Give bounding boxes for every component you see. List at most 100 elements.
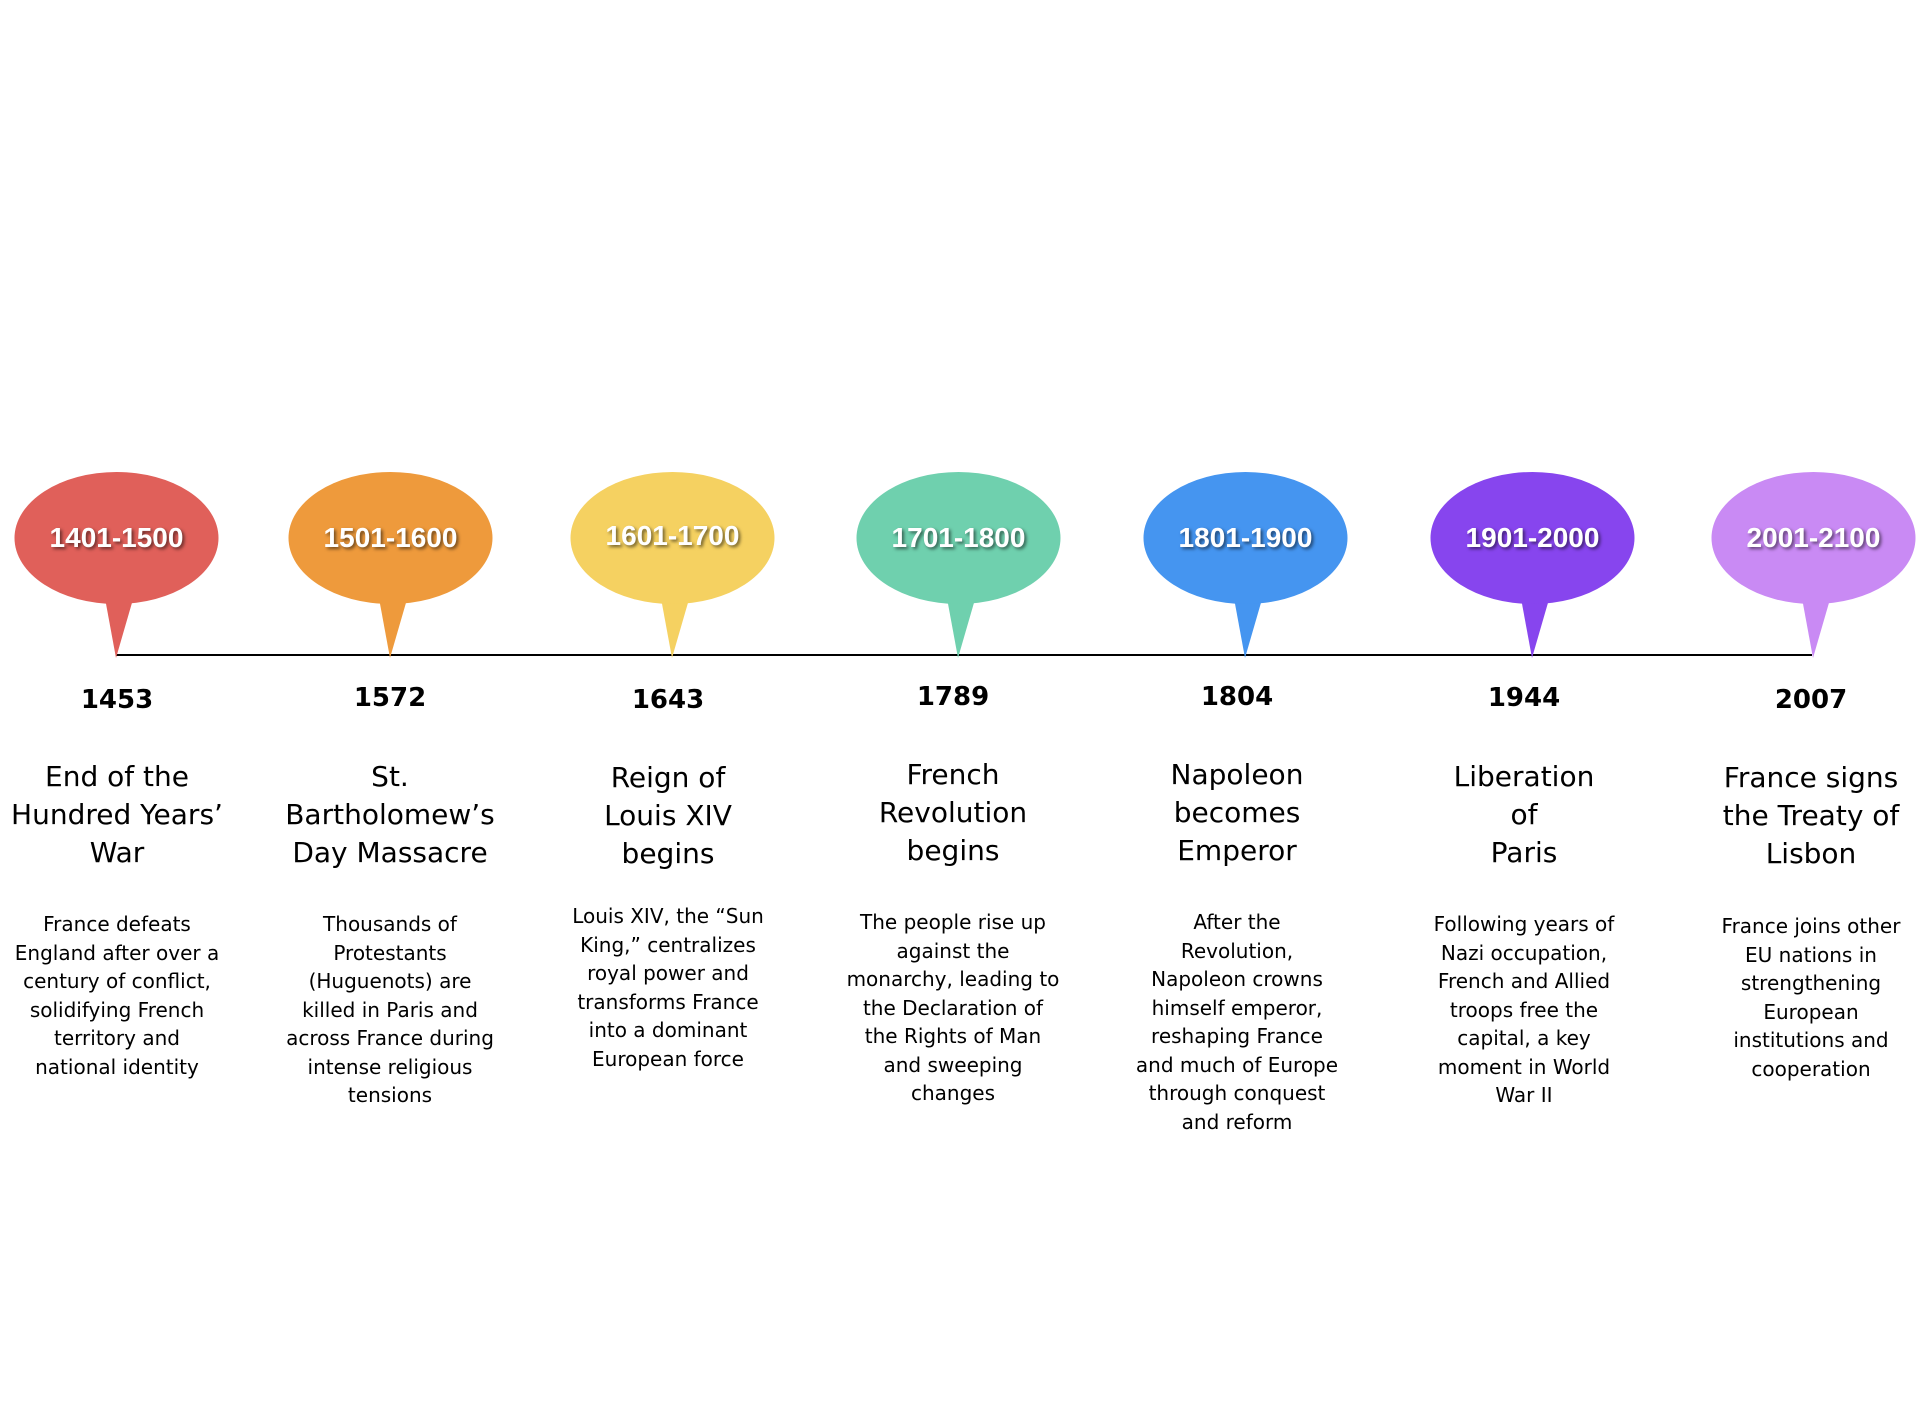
event-title-line: Louis XIV xyxy=(604,799,732,832)
event-title-line: End of the xyxy=(45,760,189,793)
event-year: 1572 xyxy=(353,683,427,713)
event-title-line: becomes xyxy=(1173,796,1301,829)
event-description-line: across France during xyxy=(286,1026,494,1050)
event-description-line: royal power and xyxy=(587,961,749,985)
event-title-line: Lisbon xyxy=(1765,837,1857,870)
event-description: France joins other EU nations in strengthe… xyxy=(1703,912,1919,1083)
event-title-line: Revolution xyxy=(878,796,1028,829)
event-title: French Revolution begins xyxy=(845,756,1061,870)
event-description: Louis XIV, the “Sun King,” centralizes roy… xyxy=(560,902,776,1073)
event-description-line: killed in Paris and xyxy=(302,997,478,1022)
event-description-line: After the xyxy=(1193,910,1281,934)
era-label: 1401-1500 xyxy=(49,522,184,553)
event-title: Liberation of Paris xyxy=(1416,758,1632,872)
event-description-line: the Declaration of xyxy=(862,995,1044,1020)
event-year: 1944 xyxy=(1487,683,1561,713)
event-title-line: Bartholomew’s xyxy=(285,798,495,831)
event-description-line: tensions xyxy=(347,1083,433,1107)
event-description-line: Nazi occupation, xyxy=(1440,940,1608,965)
event-description-line: Revolution, xyxy=(1180,938,1294,963)
event-title-line: Liberation xyxy=(1453,760,1595,793)
era-marker: 1501-1600 xyxy=(288,470,493,658)
event-description: France defeats England after over a centur… xyxy=(9,910,225,1081)
event-description-line: solidifying French xyxy=(29,997,205,1022)
event-title: France signs the Treaty of Lisbon xyxy=(1703,759,1919,873)
era-marker: 1701-1800 xyxy=(856,470,1061,658)
event-title-line: begins xyxy=(906,834,1000,867)
event-description-line: The people rise up xyxy=(860,910,1046,934)
event-description-line: transforms France xyxy=(577,989,759,1014)
event-title-line: War xyxy=(89,836,145,869)
event-description-line: institutions and xyxy=(1733,1028,1889,1052)
era-label: 1801-1900 xyxy=(1178,522,1313,553)
event-title-line: Emperor xyxy=(1177,834,1297,867)
era-marker: 1901-2000 xyxy=(1430,470,1635,658)
event-title-line: Napoleon xyxy=(1170,758,1304,791)
event-description-line: (Huguenots) are xyxy=(308,969,472,993)
event-description-line: territory and xyxy=(54,1026,180,1050)
event-description: After the Revolution, Napoleon crowns himse… xyxy=(1129,908,1345,1136)
event-description-line: intense religious xyxy=(307,1054,473,1079)
event-title-line: begins xyxy=(621,837,715,870)
event-description-line: and much of Europe xyxy=(1135,1052,1339,1077)
event-description-line: War II xyxy=(1495,1083,1553,1107)
speech-bubble-pin-icon xyxy=(14,472,219,658)
event-description-line: himself emperor, xyxy=(1151,995,1323,1020)
era-label: 1601-1700 xyxy=(605,520,740,551)
event-description-line: England after over a xyxy=(14,940,220,965)
event-description-line: Thousands of xyxy=(323,912,457,936)
event-description-line: national identity xyxy=(35,1054,199,1079)
event-description: Thousands of Protestants (Huguenots) are ki… xyxy=(282,910,498,1110)
event-title-line: the Treaty of xyxy=(1722,799,1900,832)
event-description-line: through conquest xyxy=(1148,1081,1326,1105)
event-description-line: and reform xyxy=(1181,1109,1293,1134)
event-year: 2007 xyxy=(1774,685,1848,715)
event-description-line: the Rights of Man xyxy=(864,1024,1042,1048)
event-year: 1453 xyxy=(80,685,154,715)
speech-bubble-pin-icon xyxy=(1430,472,1635,658)
event-title-line: France signs xyxy=(1723,761,1899,794)
event-description-line: capital, a key xyxy=(1457,1026,1591,1050)
event-description-line: EU nations in xyxy=(1745,942,1877,967)
era-marker: 2001-2100 xyxy=(1711,470,1916,658)
event-title: Napoleon becomes Emperor xyxy=(1129,756,1345,870)
event-description-line: strengthening xyxy=(1740,971,1882,995)
era-label: 1901-2000 xyxy=(1465,522,1600,553)
era-label: 2001-2100 xyxy=(1746,522,1881,553)
event-description: Following years of Nazi occupation, French… xyxy=(1416,910,1632,1110)
event-description-line: monarchy, leading to xyxy=(846,967,1060,991)
event-title-line: Day Massacre xyxy=(292,836,488,869)
event-description-line: changes xyxy=(910,1081,996,1105)
era-label: 1701-1800 xyxy=(891,522,1026,553)
event-title: End of the Hundred Years’ War xyxy=(9,758,225,872)
event-description-line: cooperation xyxy=(1751,1056,1871,1081)
event-description-line: Napoleon crowns xyxy=(1151,967,1323,991)
event-description-line: and sweeping xyxy=(883,1052,1023,1077)
event-title-line: Paris xyxy=(1490,836,1558,869)
era-marker: 1401-1500 xyxy=(14,470,219,658)
event-title: Reign of Louis XIV begins xyxy=(560,759,776,873)
event-title-line: St. xyxy=(371,760,409,793)
event-description-line: France defeats xyxy=(43,912,191,936)
speech-bubble-pin-icon xyxy=(288,472,493,658)
event-description-line: Louis XIV, the “Sun xyxy=(572,904,764,928)
event-description-line: European xyxy=(1763,999,1859,1024)
event-title-line: Reign of xyxy=(610,761,726,794)
speech-bubble-pin-icon xyxy=(570,472,775,658)
event-description: The people rise up against the monarchy, l… xyxy=(845,908,1061,1108)
event-title-line: French xyxy=(906,758,1000,791)
event-description-line: French and Allied xyxy=(1437,969,1611,993)
event-description-line: reshaping France xyxy=(1151,1024,1323,1048)
event-description-line: Protestants xyxy=(333,940,447,965)
event-description-line: into a dominant xyxy=(588,1018,748,1042)
event-title: St. Bartholomew’s Day Massacre xyxy=(282,758,498,872)
event-description-line: European force xyxy=(592,1046,744,1071)
era-marker: 1801-1900 xyxy=(1143,470,1348,658)
speech-bubble-pin-icon xyxy=(1711,472,1916,658)
event-year: 1643 xyxy=(631,685,705,715)
event-year: 1789 xyxy=(916,682,990,712)
event-title-line: Hundred Years’ xyxy=(11,798,223,831)
event-description-line: moment in World xyxy=(1437,1054,1611,1079)
speech-bubble-pin-icon xyxy=(1143,472,1348,658)
